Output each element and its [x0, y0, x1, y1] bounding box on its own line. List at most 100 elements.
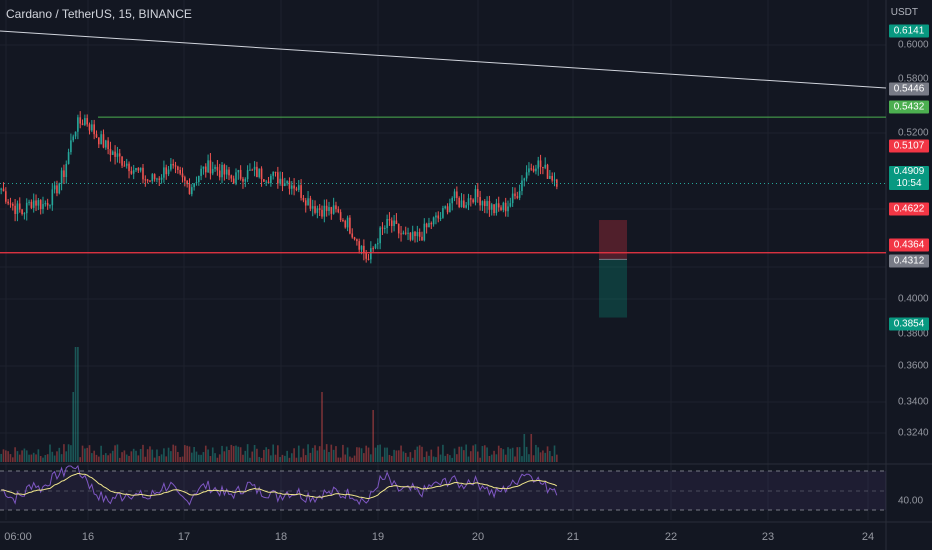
candle-body	[249, 169, 251, 171]
volume-bar	[346, 447, 349, 462]
volume-bar	[39, 456, 42, 462]
volume-bar	[139, 448, 142, 462]
volume-bar	[249, 457, 251, 462]
candle-body	[335, 205, 337, 210]
volume-bar	[128, 455, 130, 462]
candle-body	[272, 171, 275, 176]
trendline	[0, 30, 887, 89]
candle-body	[44, 203, 47, 205]
volume-bar	[500, 448, 502, 462]
candle-body	[104, 140, 107, 148]
volume-bar	[51, 451, 54, 462]
candle-body	[346, 217, 349, 228]
candle-body	[390, 220, 393, 227]
volume-bar	[260, 457, 263, 462]
volume-bar	[469, 451, 472, 462]
candle-body	[432, 217, 435, 225]
candle-body	[111, 151, 114, 155]
volume-bar	[67, 444, 70, 462]
volume-bar	[502, 449, 505, 462]
volume-bar	[486, 447, 488, 462]
volume-bar	[490, 454, 493, 462]
volume-bar	[344, 454, 347, 462]
volume-bar	[456, 454, 458, 462]
volume-bar	[537, 447, 540, 462]
price-badge: 0.4909 10:54	[889, 166, 929, 190]
candle-body	[463, 200, 465, 208]
candle-body	[365, 253, 368, 259]
candle-body	[86, 118, 89, 125]
volume-bar	[407, 456, 409, 462]
volume-bar	[100, 445, 102, 462]
candle-body	[158, 178, 161, 180]
candle-body	[279, 178, 281, 184]
volume-bar	[474, 444, 477, 462]
candle-body	[421, 236, 423, 241]
volume-bar	[46, 454, 49, 462]
candle-body	[244, 179, 247, 182]
candle-body	[163, 167, 165, 178]
volume-bar	[449, 455, 451, 462]
candle-body	[414, 231, 416, 237]
volume-bar	[544, 452, 547, 462]
candle-body	[177, 166, 179, 170]
candle-body	[142, 167, 144, 180]
candle-body	[97, 137, 100, 145]
volume-bar	[37, 449, 40, 462]
volume-bar	[290, 453, 293, 462]
candle-body	[230, 175, 233, 179]
volume-bar	[507, 447, 509, 462]
volume-bar	[546, 446, 549, 462]
volume-bar	[49, 444, 51, 462]
volume-bar	[323, 449, 326, 462]
candle-body	[277, 172, 279, 184]
candle-body	[376, 243, 379, 245]
candle-body	[535, 168, 537, 172]
candle-body	[197, 175, 200, 183]
candle-body	[235, 172, 237, 184]
volume-bar	[372, 410, 374, 462]
volume-bar	[481, 446, 484, 462]
price-badge: 0.4312	[889, 254, 929, 268]
volume-bar	[495, 454, 498, 462]
candle-body	[237, 169, 240, 173]
symbol-title[interactable]: Cardano / TetherUS, 15, BINANCE	[6, 7, 192, 21]
candle-body	[460, 200, 463, 208]
candle-body	[297, 185, 300, 190]
candle-body	[518, 191, 521, 198]
volume-bar	[472, 445, 474, 462]
candle-body	[372, 248, 374, 250]
candle-body	[274, 171, 277, 173]
time-tick-label: 19	[371, 531, 385, 543]
candle-body	[125, 163, 128, 166]
volume-bar	[153, 457, 156, 462]
volume-bar	[74, 347, 77, 462]
currency-label: USDT	[890, 7, 918, 18]
volume-bar	[181, 456, 184, 462]
volume-bar	[309, 452, 312, 462]
candle-body	[523, 178, 526, 181]
volume-bar	[339, 457, 342, 462]
volume-bar	[353, 455, 356, 462]
candle-body	[367, 258, 370, 260]
volume-bar	[388, 454, 391, 462]
volume-bar	[342, 444, 344, 462]
volume-bar	[230, 444, 233, 462]
volume-bar	[53, 455, 56, 462]
candle-body	[263, 179, 265, 182]
candle-body	[39, 200, 42, 210]
candle-body	[281, 178, 284, 187]
volume-bar	[107, 455, 109, 462]
volume-bar	[146, 449, 149, 462]
volume-bar	[374, 447, 377, 462]
volume-bar	[170, 451, 172, 462]
volume-bar	[130, 451, 133, 462]
volume-bar	[14, 447, 16, 462]
candle-body	[300, 185, 302, 198]
candle-body	[304, 200, 307, 206]
volume-bar	[411, 457, 414, 462]
candle-body	[353, 237, 356, 240]
volume-bar	[300, 457, 302, 462]
